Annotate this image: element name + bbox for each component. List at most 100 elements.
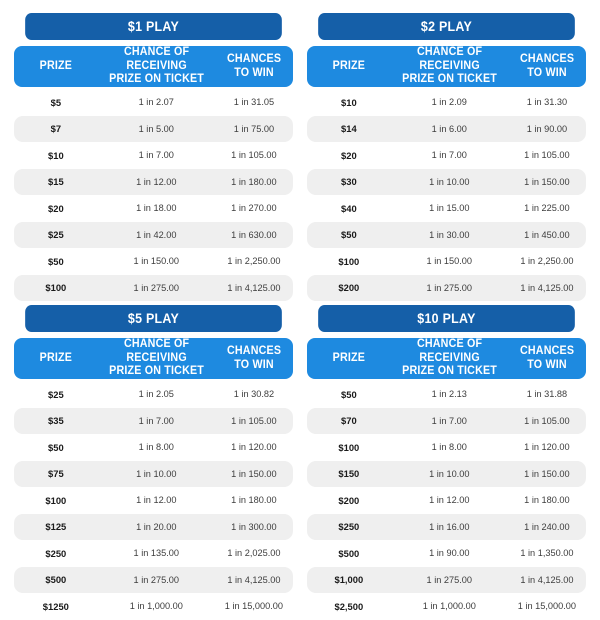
table-row: $2,500 1 in 1,000.00 1 in 15,000.00	[307, 593, 586, 620]
column-header-chance-line1: CHANCE OF RECEIVING	[123, 338, 189, 364]
table-row: $200 1 in 275.00 1 in 4,125.00	[307, 274, 586, 301]
table-row: $1250 1 in 1,000.00 1 in 15,000.00	[14, 593, 293, 620]
table-row: $35 1 in 7.00 1 in 105.00	[14, 407, 293, 434]
cell-chances-to-win: 1 in 4,125.00	[520, 574, 574, 585]
cell-prize: $35	[48, 415, 64, 427]
cell-prize: $20	[48, 202, 64, 214]
cell-chance: 1 in 275.00	[133, 574, 179, 585]
cell-prize: $30	[341, 176, 357, 188]
cell-prize: $25	[48, 388, 64, 400]
column-header-chance-line2: PRIZE ON TICKET	[401, 365, 497, 378]
cell-chance: 1 in 12.00	[429, 495, 470, 506]
cell-chances-to-win: 1 in 150.00	[524, 176, 570, 187]
cell-chances-to-win: 1 in 120.00	[231, 442, 277, 453]
cell-chances-to-win: 1 in 105.00	[524, 415, 570, 426]
column-header-chances-to-win: CHANCES TO WIN	[218, 53, 291, 80]
column-header-chance-line2: PRIZE ON TICKET	[108, 365, 204, 378]
table-row: $200 1 in 12.00 1 in 180.00	[307, 487, 586, 514]
cell-chance: 1 in 275.00	[426, 282, 472, 293]
table-header-row: PRIZE CHANCE OF RECEIVING PRIZE ON TICKET C…	[307, 338, 586, 379]
cell-prize: $250	[338, 521, 360, 533]
odds-table-card: $10 PLAY PRIZE CHANCE OF RECEIVING PRIZE ON…	[307, 305, 586, 620]
cell-chances-to-win: 1 in 270.00	[231, 203, 277, 214]
column-header-prize: PRIZE	[332, 351, 366, 364]
table-row: $500 1 in 275.00 1 in 4,125.00	[14, 566, 293, 593]
cell-chance: 1 in 7.00	[431, 415, 467, 426]
cell-chance: 1 in 8.00	[431, 442, 467, 453]
cell-chances-to-win: 1 in 15,000.00	[517, 601, 577, 612]
cell-chances-to-win: 1 in 180.00	[231, 176, 277, 187]
cell-chance: 1 in 10.00	[136, 468, 177, 479]
cell-chances-to-win: 1 in 180.00	[231, 495, 277, 506]
table-body: $50 1 in 2.13 1 in 31.88 $70 1 in 7.00 1 in 1…	[307, 381, 586, 620]
cell-chance: 1 in 7.00	[431, 150, 467, 161]
table-row: $10 1 in 7.00 1 in 105.00	[14, 142, 293, 169]
cell-prize: $1,000	[334, 574, 364, 586]
cell-prize: $1250	[42, 600, 69, 612]
cell-chances-to-win: 1 in 31.88	[526, 389, 568, 400]
column-header-chance-line2: PRIZE ON TICKET	[401, 73, 497, 86]
cell-chances-to-win: 1 in 120.00	[524, 442, 570, 453]
table-body: $5 1 in 2.07 1 in 31.05 $7 1 in 5.00 1 in 75.…	[14, 89, 293, 301]
table-row: $100 1 in 150.00 1 in 2,250.00	[307, 248, 586, 275]
cell-chance: 1 in 90.00	[429, 548, 470, 559]
cell-chances-to-win: 1 in 2,250.00	[520, 256, 574, 267]
table-row: $14 1 in 6.00 1 in 90.00	[307, 115, 586, 142]
cell-chance: 1 in 42.00	[136, 229, 177, 240]
cell-chance: 1 in 18.00	[136, 203, 177, 214]
cell-chance: 1 in 16.00	[429, 521, 470, 532]
cell-chance: 1 in 2.13	[431, 389, 467, 400]
cell-prize: $250	[45, 547, 67, 559]
cell-chances-to-win: 1 in 180.00	[524, 495, 570, 506]
cell-chance: 1 in 30.00	[429, 229, 470, 240]
column-header-chances-to-win: CHANCES TO WIN	[511, 345, 584, 372]
cell-prize: $500	[45, 574, 67, 586]
table-row: $70 1 in 7.00 1 in 105.00	[307, 407, 586, 434]
column-header-chance: CHANCE OF RECEIVING PRIZE ON TICKET	[102, 46, 211, 87]
table-row: $30 1 in 10.00 1 in 150.00	[307, 168, 586, 195]
column-header-win-line2: TO WIN	[527, 358, 567, 371]
cell-chance: 1 in 7.00	[138, 150, 174, 161]
table-body: $25 1 in 2.05 1 in 30.82 $35 1 in 7.00 1 in 1…	[14, 381, 293, 620]
cell-chance: 1 in 12.00	[136, 495, 177, 506]
table-row: $50 1 in 2.13 1 in 31.88	[307, 381, 586, 408]
table-header-row: PRIZE CHANCE OF RECEIVING PRIZE ON TICKET C…	[307, 46, 586, 87]
cell-chance: 1 in 1,000.00	[129, 601, 183, 612]
table-header-row: PRIZE CHANCE OF RECEIVING PRIZE ON TICKET C…	[14, 338, 293, 379]
cell-prize: $70	[341, 415, 357, 427]
cell-chances-to-win: 1 in 15,000.00	[224, 601, 284, 612]
column-header-prize: PRIZE	[332, 59, 366, 72]
column-header-chance-line1: CHANCE OF RECEIVING	[416, 338, 482, 364]
column-header-win-line1: CHANCES	[519, 52, 575, 65]
table-row: $250 1 in 135.00 1 in 2,025.00	[14, 540, 293, 567]
cell-chances-to-win: 1 in 150.00	[231, 468, 277, 479]
table-row: $500 1 in 90.00 1 in 1,350.00	[307, 540, 586, 567]
cell-chance: 1 in 150.00	[133, 256, 179, 267]
cell-chance: 1 in 6.00	[431, 123, 467, 134]
cell-chances-to-win: 1 in 105.00	[524, 150, 570, 161]
cell-prize: $7	[50, 123, 62, 135]
table-row: $20 1 in 7.00 1 in 105.00	[307, 142, 586, 169]
cell-prize: $10	[48, 149, 64, 161]
column-header-win-line1: CHANCES	[519, 344, 575, 357]
table-row: $250 1 in 16.00 1 in 240.00	[307, 513, 586, 540]
table-header-row: PRIZE CHANCE OF RECEIVING PRIZE ON TICKET C…	[14, 46, 293, 87]
odds-table-card: $2 PLAY PRIZE CHANCE OF RECEIVING PRIZE ON …	[307, 13, 586, 301]
table-row: $50 1 in 150.00 1 in 2,250.00	[14, 248, 293, 275]
cell-prize: $125	[45, 521, 67, 533]
cell-chances-to-win: 1 in 90.00	[526, 123, 568, 134]
cell-prize: $150	[338, 468, 360, 480]
cell-chance: 1 in 15.00	[429, 203, 470, 214]
table-row: $10 1 in 2.09 1 in 31.30	[307, 89, 586, 116]
cell-chance: 1 in 5.00	[138, 123, 174, 134]
odds-tables-page: $1 PLAY PRIZE CHANCE OF RECEIVING PRIZE ON …	[14, 13, 586, 612]
cell-chances-to-win: 1 in 630.00	[231, 229, 277, 240]
cell-chances-to-win: 1 in 150.00	[524, 468, 570, 479]
cell-chances-to-win: 1 in 31.30	[526, 97, 568, 108]
cell-prize: $25	[48, 229, 64, 241]
cell-chances-to-win: 1 in 1,350.00	[520, 548, 574, 559]
cell-prize: $200	[338, 494, 360, 506]
cell-chance: 1 in 20.00	[136, 521, 177, 532]
column-header-win-line2: TO WIN	[234, 66, 274, 79]
odds-table-card: $1 PLAY PRIZE CHANCE OF RECEIVING PRIZE ON …	[14, 13, 293, 301]
